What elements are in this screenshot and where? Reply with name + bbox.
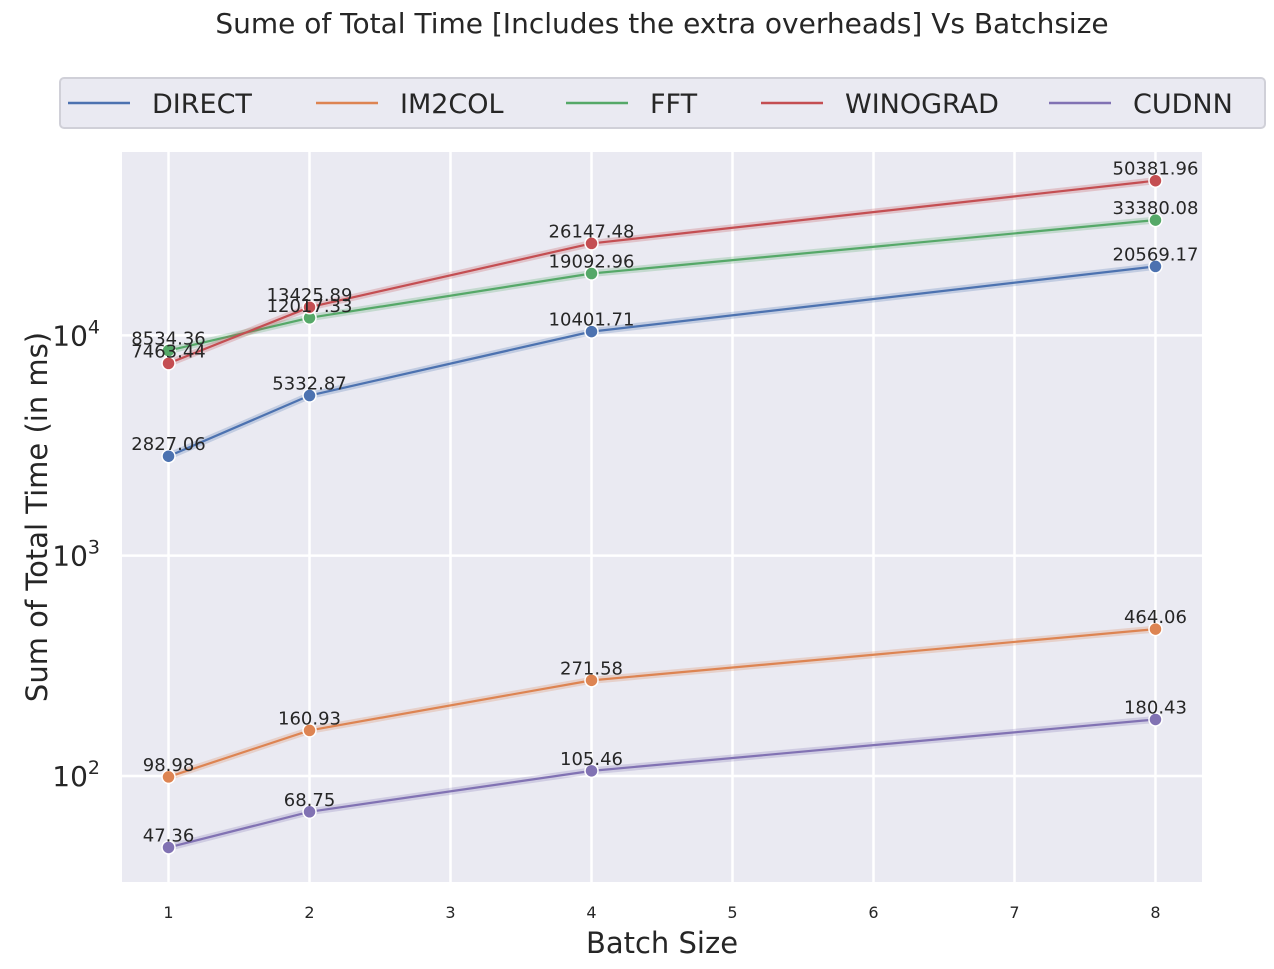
- x-tick-label: 3: [445, 903, 455, 922]
- series-winograd: [161, 173, 1163, 371]
- legend-label: DIRECT: [152, 89, 252, 120]
- legend: DIRECT IM2COL FFT WINOGRAD CUDNN: [59, 77, 1266, 129]
- plot-area: [122, 152, 1202, 882]
- data-point: [161, 840, 176, 855]
- data-point: [302, 723, 317, 738]
- data-point: [302, 804, 317, 820]
- data-point: [1148, 212, 1163, 228]
- series-line: [168, 179, 1156, 365]
- data-label: 50381.96: [1113, 159, 1199, 180]
- y-axis-label: Sum of Total Time (in ms): [20, 332, 54, 702]
- data-point: [584, 324, 599, 339]
- data-point: [584, 673, 599, 688]
- x-tick-label: 4: [586, 903, 596, 922]
- legend-item-fft: FFT: [566, 89, 698, 120]
- data-label: 13425.89: [267, 285, 353, 306]
- data-label: 8534.36: [131, 329, 205, 350]
- x-tick-label: 2: [304, 903, 314, 922]
- data-point: [584, 763, 599, 779]
- y-tick-label: 103: [52, 537, 100, 573]
- x-tick-label: 8: [1150, 903, 1160, 922]
- data-point: [1148, 173, 1163, 188]
- data-label: 464.06: [1124, 607, 1187, 628]
- data-label: 105.46: [560, 749, 623, 770]
- data-point: [584, 236, 599, 251]
- data-label: 2827.06: [131, 434, 205, 455]
- series-line: [168, 628, 1156, 778]
- data-label: 33380.08: [1113, 198, 1199, 219]
- chart-title: Sume of Total Time [Includes the extra o…: [215, 7, 1108, 40]
- data-label: 26147.48: [549, 221, 635, 242]
- series-cudnn: [161, 712, 1163, 855]
- data-label: 5332.87: [272, 374, 346, 395]
- data-label: 98.98: [143, 755, 195, 776]
- x-tick-label: 5: [727, 903, 737, 922]
- x-tick-label: 7: [1009, 903, 1019, 922]
- data-point: [1148, 259, 1163, 274]
- data-point: [1148, 712, 1163, 727]
- x-tick-label: 6: [868, 903, 878, 922]
- data-label: 20569.17: [1113, 244, 1199, 265]
- legend-item-winograd: WINOGRAD: [761, 89, 999, 120]
- data-point: [161, 769, 176, 785]
- legend-item-im2col: IM2COL: [316, 89, 504, 120]
- data-point: [302, 388, 317, 403]
- data-label: 10401.71: [549, 310, 635, 331]
- series-im2col: [161, 621, 1163, 785]
- series-line: [168, 718, 1156, 849]
- legend-frame: [59, 77, 1266, 129]
- data-point: [161, 356, 176, 371]
- data-label: 180.43: [1124, 697, 1187, 718]
- data-label: 47.36: [143, 825, 195, 846]
- data-point: [584, 266, 599, 281]
- x-axis-label: Batch Size: [586, 926, 738, 960]
- series-direct: [161, 259, 1163, 464]
- data-label: 160.93: [278, 708, 341, 729]
- data-label: 68.75: [284, 790, 336, 811]
- x-tick-label: 1: [163, 903, 173, 922]
- data-label: 271.58: [560, 658, 623, 679]
- data-point: [1148, 621, 1163, 637]
- y-tick-label: 102: [52, 757, 100, 793]
- legend-label: CUDNN: [1133, 89, 1233, 120]
- data-label: 19092.96: [549, 252, 635, 273]
- series-line: [168, 265, 1156, 458]
- data-point: [302, 299, 317, 315]
- legend-item-cudnn: CUDNN: [1049, 89, 1233, 120]
- data-point: [161, 448, 176, 464]
- y-tick-label: 104: [52, 316, 100, 352]
- legend-label: IM2COL: [400, 89, 504, 120]
- data-label: 7463.44: [131, 341, 205, 362]
- legend-item-direct: DIRECT: [68, 89, 252, 120]
- legend-label: FFT: [650, 89, 698, 120]
- legend-label: WINOGRAD: [845, 89, 999, 120]
- data-label: 12017.33: [267, 296, 353, 317]
